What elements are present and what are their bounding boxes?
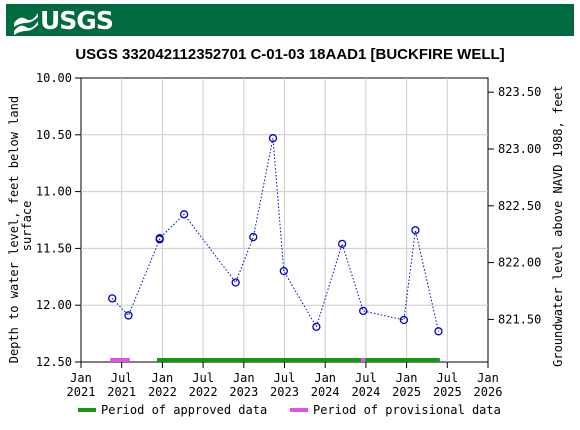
chart-title: USGS 332042112352701 C-01-03 18AAD1 [BUC… [75,46,504,63]
data-point [279,266,288,276]
x-tick-label-month: Jan [70,371,92,385]
usgs-logo-text: USGS [40,6,114,35]
data-point [399,315,409,325]
y-tick-label-left: 12.00 [36,298,72,312]
data-series [108,134,443,336]
x-tick-label-month: Jan [233,371,255,385]
data-point [338,239,347,249]
y-tick-label-right: 821.50 [498,312,541,326]
legend-label: Period of approved data [101,403,267,417]
x-tick-label-year: 2023 [270,385,299,399]
y-tick-label-right: 822.50 [498,199,541,213]
y-tick-label-right: 823.00 [498,142,541,156]
data-point [155,234,164,243]
x-tick-label-year: 2025 [392,385,421,399]
x-tick-label-month: Jan [152,371,174,385]
data-point [124,311,133,320]
x-tick-label-year: 2024 [351,385,380,399]
y-axis-left-label-line1: Depth to water level, feet below land [7,96,21,363]
legend: Period of approved data Period of provisi… [78,403,501,417]
x-tick-label-month: Jul [111,371,133,385]
x-tick-label-month: Jan [477,371,499,385]
y-axis-right-label: Groundwater level above NAVD 1988, feet [551,85,565,367]
y-axis-left-label-line2: surface [20,201,34,252]
x-tick-label-month: Jul [355,371,377,385]
data-point [249,232,258,242]
legend-label: Period of provisional data [313,403,501,417]
x-tick-label-year: 2022 [148,385,177,399]
x-tick-label-year: 2023 [229,385,258,399]
data-point [268,134,278,143]
x-tick-label-year: 2026 [474,385,503,399]
y-tick-label-left: 10.00 [36,71,72,85]
x-tick-label-year: 2021 [107,385,136,399]
y-tick-label-left: 11.50 [36,241,72,255]
data-point [312,322,321,331]
data-point [411,226,420,235]
x-tick-label-year: 2021 [67,385,96,399]
x-tick-label-month: Jul [274,371,296,385]
data-point [231,278,240,287]
series-line [111,138,439,332]
y-tick-label-left: 10.50 [36,128,72,142]
x-tick-label-month: Jan [314,371,336,385]
data-point [359,306,368,316]
data-point [179,210,189,219]
x-tick-label-year: 2024 [311,385,340,399]
x-tick-label-year: 2025 [433,385,462,399]
data-point [108,294,117,303]
x-tick-label-month: Jul [436,371,458,385]
data-point [434,327,443,336]
x-tick-label-month: Jan [396,371,418,385]
grid [81,78,488,362]
y-tick-label-right: 823.50 [498,85,541,99]
x-axis: Jan2021Jul2021Jan2022Jul2022Jan2023Jul20… [67,362,503,399]
usgs-banner: USGS [6,4,574,36]
y-axis-left-label: Depth to water level, feet below land su… [7,89,34,364]
usgs-wave-icon [14,13,38,35]
y-axis-right: 823.50 823.00 822.50 822.00 821.50 [488,85,541,326]
y-tick-label-right: 822.00 [498,256,541,270]
x-tick-label-year: 2022 [189,385,218,399]
x-tick-label-month: Jul [192,371,214,385]
y-tick-label-left: 11.00 [36,185,72,199]
y-axis-left: 10.00 10.50 11.00 11.50 12.00 12.50 [36,71,81,369]
y-tick-label-left: 12.50 [36,355,72,369]
